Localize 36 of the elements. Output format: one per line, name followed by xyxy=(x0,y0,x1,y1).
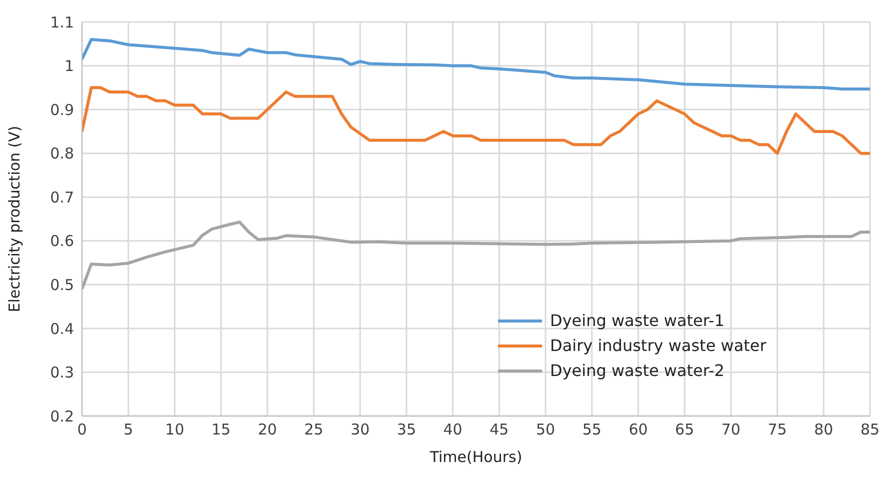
y-tick-label: 0.4 xyxy=(50,320,74,338)
y-tick-label: 0.3 xyxy=(50,364,74,382)
x-tick-label: 10 xyxy=(165,420,184,439)
y-tick-label: 0.9 xyxy=(50,100,74,119)
x-tick-label: 80 xyxy=(814,420,834,439)
x-tick-label: 0 xyxy=(77,420,87,439)
y-tick-label: 1 xyxy=(64,57,74,76)
legend-label: Dyeing waste water-1 xyxy=(550,310,724,332)
x-tick-label: 5 xyxy=(124,420,134,439)
y-tick-label: 0.5 xyxy=(50,276,74,294)
x-tick-label: 35 xyxy=(396,420,416,439)
x-tick-label: 25 xyxy=(304,420,324,439)
x-tick-label: 60 xyxy=(628,420,648,439)
x-tick-label: 85 xyxy=(860,420,880,439)
y-tick-label: 0.2 xyxy=(50,407,74,426)
x-tick-label: 40 xyxy=(443,420,462,439)
y-tick-label: 0.8 xyxy=(50,144,74,163)
x-axis-title: Time(Hours) xyxy=(428,448,522,466)
y-tick-label: 0.6 xyxy=(50,232,74,250)
legend-label: Dairy industry waste water xyxy=(550,335,766,357)
x-tick-label: 75 xyxy=(768,420,787,439)
x-tick-label: 50 xyxy=(536,420,556,439)
line-series xyxy=(82,220,870,291)
legend-label: Dyeing waste water-2 xyxy=(550,360,724,382)
x-tick-label: 55 xyxy=(582,420,602,439)
x-tick-label: 70 xyxy=(721,420,740,439)
x-tick-label: 30 xyxy=(350,420,370,439)
x-tick-label: 20 xyxy=(258,420,277,439)
x-tick-label: 65 xyxy=(675,420,694,439)
x-tick-label: 15 xyxy=(212,420,231,439)
line-series xyxy=(82,38,870,90)
y-tick-label: 0.7 xyxy=(50,188,74,206)
x-tick-label: 45 xyxy=(490,420,509,439)
y-tick-label: 1.1 xyxy=(50,13,74,32)
y-axis-title: Electricity production (V) xyxy=(5,126,24,312)
line-series xyxy=(82,86,870,155)
